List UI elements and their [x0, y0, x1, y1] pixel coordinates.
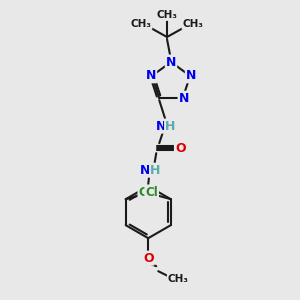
Text: N: N [146, 69, 156, 82]
Text: O: O [143, 252, 154, 265]
Text: CH₃: CH₃ [182, 19, 203, 29]
Text: N: N [186, 69, 196, 82]
Text: Cl: Cl [138, 186, 151, 199]
Text: H: H [165, 120, 175, 133]
Text: N: N [156, 120, 166, 133]
Text: CH₃: CH₃ [157, 10, 178, 20]
Text: O: O [175, 142, 186, 155]
Text: N: N [166, 56, 176, 68]
Text: N: N [178, 92, 189, 105]
Text: CH₃: CH₃ [168, 274, 189, 284]
Text: Cl: Cl [146, 186, 158, 199]
Text: N: N [140, 164, 150, 177]
Text: H: H [150, 164, 160, 177]
Text: CH₃: CH₃ [130, 19, 152, 29]
